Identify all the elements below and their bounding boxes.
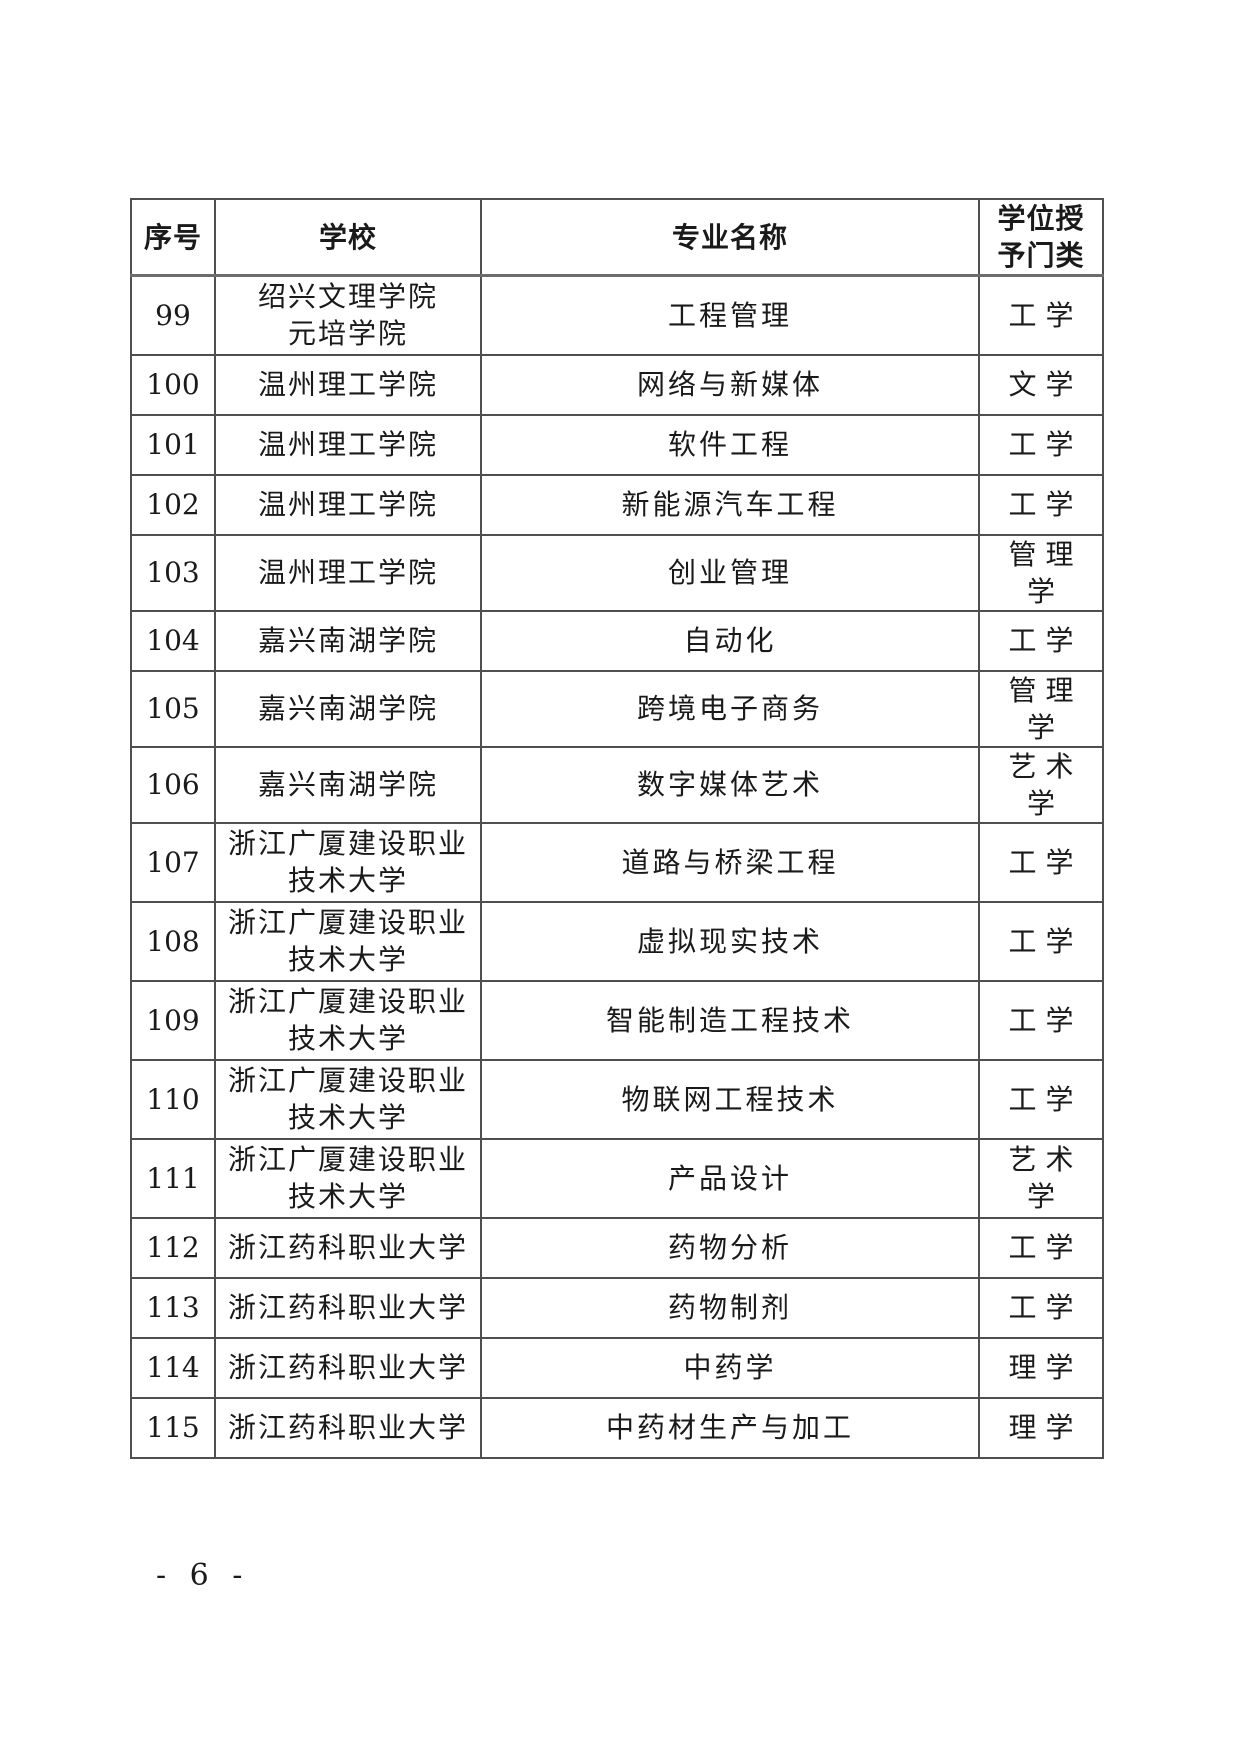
- cell-school: 浙江药科职业大学: [214, 1216, 482, 1279]
- cell-school: 嘉兴南湖学院: [214, 745, 482, 824]
- cell-major: 道路与桥梁工程: [480, 821, 980, 903]
- cell-no: 114: [130, 1336, 216, 1399]
- cell-no: 112: [130, 1216, 216, 1279]
- table-row: 113 浙江药科职业大学 药物制剂 工学: [130, 1276, 1104, 1339]
- cell-degree: 工学: [978, 979, 1104, 1061]
- table-row: 99 绍兴文理学院 元培学院 工程管理 工学: [130, 274, 1104, 356]
- cell-no: 111: [130, 1137, 216, 1219]
- cell-no: 107: [130, 821, 216, 903]
- table-row: 105 嘉兴南湖学院 跨境电子商务 管理学: [130, 669, 1104, 748]
- cell-degree: 工学: [978, 274, 1104, 356]
- table-row: 100 温州理工学院 网络与新媒体 文学: [130, 353, 1104, 416]
- table-row: 102 温州理工学院 新能源汽车工程 工学: [130, 473, 1104, 536]
- cell-school: 嘉兴南湖学院: [214, 669, 482, 748]
- cell-school: 浙江广厦建设职业 技术大学: [214, 821, 482, 903]
- cell-major: 网络与新媒体: [480, 353, 980, 416]
- table-row: 110 浙江广厦建设职业 技术大学 物联网工程技术 工学: [130, 1058, 1104, 1140]
- cell-school: 温州理工学院: [214, 473, 482, 536]
- cell-school: 绍兴文理学院 元培学院: [214, 274, 482, 356]
- cell-no: 101: [130, 413, 216, 476]
- table-row: 108 浙江广厦建设职业 技术大学 虚拟现实技术 工学: [130, 900, 1104, 982]
- cell-major: 药物分析: [480, 1216, 980, 1279]
- table-row: 106 嘉兴南湖学院 数字媒体艺术 艺术学: [130, 745, 1104, 824]
- cell-no: 108: [130, 900, 216, 982]
- cell-degree: 工学: [978, 821, 1104, 903]
- cell-school: 浙江广厦建设职业 技术大学: [214, 1137, 482, 1219]
- degree-table-container: 序号 学校 专业名称 学位授 予门类 99 绍兴文理学院 元培学院 工程管理 工学 10…: [130, 198, 1104, 1459]
- cell-major: 智能制造工程技术: [480, 979, 980, 1061]
- table-header-row: 序号 学校 专业名称 学位授 予门类: [130, 198, 1104, 277]
- cell-major: 创业管理: [480, 533, 980, 612]
- cell-major: 产品设计: [480, 1137, 980, 1219]
- header-school: 学校: [214, 198, 482, 277]
- cell-major: 工程管理: [480, 274, 980, 356]
- cell-degree: 理学: [978, 1336, 1104, 1399]
- cell-degree: 工学: [978, 473, 1104, 536]
- cell-school: 浙江广厦建设职业 技术大学: [214, 900, 482, 982]
- table-row: 103 温州理工学院 创业管理 管理学: [130, 533, 1104, 612]
- table-row: 109 浙江广厦建设职业 技术大学 智能制造工程技术 工学: [130, 979, 1104, 1061]
- cell-major: 虚拟现实技术: [480, 900, 980, 982]
- cell-school: 温州理工学院: [214, 353, 482, 416]
- cell-school: 浙江药科职业大学: [214, 1276, 482, 1339]
- table-row: 112 浙江药科职业大学 药物分析 工学: [130, 1216, 1104, 1279]
- table-row: 111 浙江广厦建设职业 技术大学 产品设计 艺术学: [130, 1137, 1104, 1219]
- cell-degree: 管理学: [978, 669, 1104, 748]
- header-degree-category: 学位授 予门类: [978, 198, 1104, 277]
- cell-no: 102: [130, 473, 216, 536]
- cell-degree: 工学: [978, 413, 1104, 476]
- cell-degree: 文学: [978, 353, 1104, 416]
- cell-major: 数字媒体艺术: [480, 745, 980, 824]
- cell-degree: 艺术学: [978, 1137, 1104, 1219]
- cell-school: 温州理工学院: [214, 413, 482, 476]
- cell-degree: 工学: [978, 1058, 1104, 1140]
- cell-no: 103: [130, 533, 216, 612]
- degree-authorization-table: 序号 学校 专业名称 学位授 予门类 99 绍兴文理学院 元培学院 工程管理 工学 10…: [130, 198, 1104, 1459]
- cell-no: 100: [130, 353, 216, 416]
- cell-no: 110: [130, 1058, 216, 1140]
- cell-degree: 工学: [978, 900, 1104, 982]
- cell-major: 中药材生产与加工: [480, 1396, 980, 1459]
- header-serial-number: 序号: [130, 198, 216, 277]
- cell-degree: 管理学: [978, 533, 1104, 612]
- cell-major: 新能源汽车工程: [480, 473, 980, 536]
- header-major-name: 专业名称: [480, 198, 980, 277]
- cell-no: 99: [130, 274, 216, 356]
- cell-degree: 艺术学: [978, 745, 1104, 824]
- cell-no: 109: [130, 979, 216, 1061]
- table-row: 115 浙江药科职业大学 中药材生产与加工 理学: [130, 1396, 1104, 1459]
- table-row: 101 温州理工学院 软件工程 工学: [130, 413, 1104, 476]
- cell-school: 嘉兴南湖学院: [214, 609, 482, 672]
- cell-major: 软件工程: [480, 413, 980, 476]
- cell-degree: 工学: [978, 1216, 1104, 1279]
- cell-no: 104: [130, 609, 216, 672]
- table-body: 99 绍兴文理学院 元培学院 工程管理 工学 100 温州理工学院 网络与新媒体 文学 101 温…: [130, 274, 1104, 1459]
- cell-no: 106: [130, 745, 216, 824]
- cell-major: 跨境电子商务: [480, 669, 980, 748]
- page-number: - 6 -: [156, 1558, 250, 1593]
- cell-school: 浙江广厦建设职业 技术大学: [214, 979, 482, 1061]
- cell-no: 115: [130, 1396, 216, 1459]
- cell-major: 物联网工程技术: [480, 1058, 980, 1140]
- table-row: 114 浙江药科职业大学 中药学 理学: [130, 1336, 1104, 1399]
- cell-no: 113: [130, 1276, 216, 1339]
- table-row: 104 嘉兴南湖学院 自动化 工学: [130, 609, 1104, 672]
- cell-major: 中药学: [480, 1336, 980, 1399]
- cell-major: 药物制剂: [480, 1276, 980, 1339]
- cell-school: 温州理工学院: [214, 533, 482, 612]
- cell-degree: 工学: [978, 609, 1104, 672]
- cell-school: 浙江药科职业大学: [214, 1396, 482, 1459]
- cell-degree: 工学: [978, 1276, 1104, 1339]
- table-row: 107 浙江广厦建设职业 技术大学 道路与桥梁工程 工学: [130, 821, 1104, 903]
- cell-school: 浙江药科职业大学: [214, 1336, 482, 1399]
- cell-school: 浙江广厦建设职业 技术大学: [214, 1058, 482, 1140]
- cell-no: 105: [130, 669, 216, 748]
- cell-degree: 理学: [978, 1396, 1104, 1459]
- cell-major: 自动化: [480, 609, 980, 672]
